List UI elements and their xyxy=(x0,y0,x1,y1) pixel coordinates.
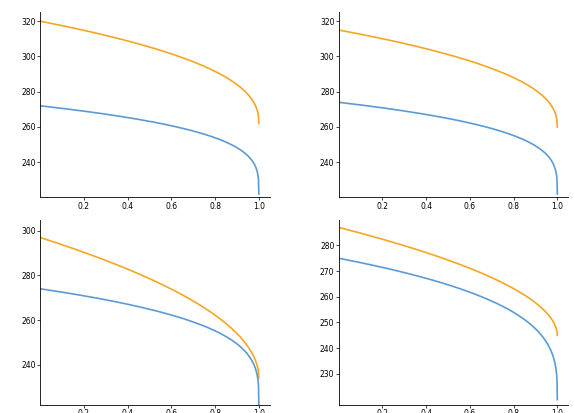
Text: Figure 2: Levels of welfare without credit: Figure 2: Levels of welfare without cred… xyxy=(339,238,536,247)
Text: Figure 1: Levels of welfare (initial situation): Figure 1: Levels of welfare (initial sit… xyxy=(40,238,251,247)
